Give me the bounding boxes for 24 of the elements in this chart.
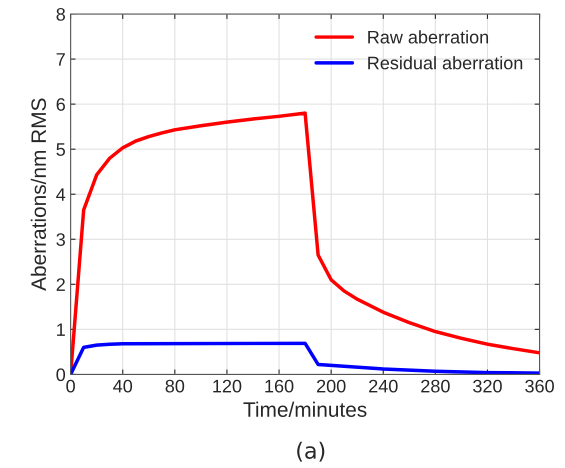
- x-axis-title: Time/minutes: [243, 402, 366, 417]
- x-tick-label: 0: [66, 380, 75, 393]
- y-tick-label: 3: [56, 233, 65, 246]
- x-tick-label: 240: [369, 380, 398, 393]
- y-tick-label: 1: [57, 323, 65, 336]
- y-tick-label: 6: [56, 98, 65, 111]
- x-tick-label: 120: [213, 380, 242, 393]
- y-tick-label: 2: [56, 278, 65, 291]
- x-tick-label: 80: [166, 380, 184, 393]
- x-tick-label: 280: [421, 380, 450, 393]
- x-tick-label: 40: [113, 380, 132, 393]
- legend-label: Raw aberration: [368, 30, 488, 44]
- y-tick-label: 7: [56, 53, 65, 66]
- legend-label: Residual aberration: [368, 56, 522, 70]
- x-tick-label: 320: [473, 380, 502, 393]
- y-tick-label: 5: [56, 143, 66, 156]
- y-tick-label: 4: [56, 188, 66, 201]
- y-tick-label: 0: [56, 368, 66, 382]
- y-tick-label: 8: [56, 8, 65, 21]
- text: (a): [297, 442, 324, 462]
- x-tick-label: 360: [525, 380, 554, 393]
- x-tick-label: 160: [265, 380, 294, 393]
- y-axis-title: Aberrations/nm RMS: [30, 98, 46, 291]
- x-tick-label: 200: [317, 380, 346, 393]
